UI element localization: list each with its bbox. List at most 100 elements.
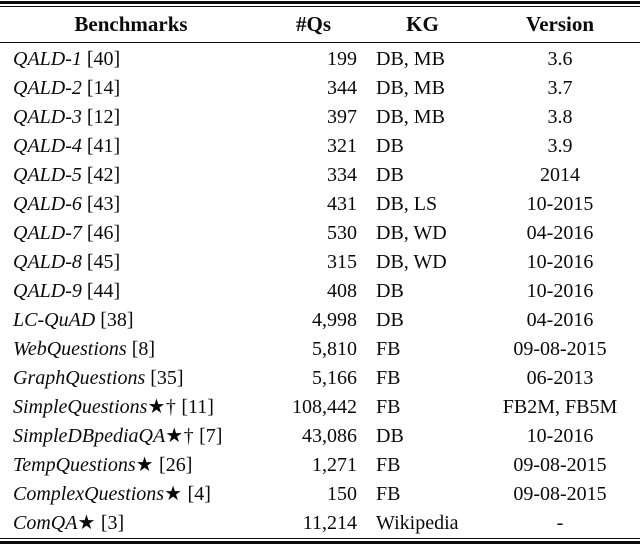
kg-cell: FB	[376, 454, 401, 476]
qs-cell: 431	[327, 193, 357, 215]
kg-cell: DB	[376, 280, 404, 302]
column-header-qs: #Qs	[262, 7, 365, 43]
version-cell: 09-08-2015	[513, 338, 607, 360]
benchmark-name: QALD-9	[13, 280, 82, 302]
qs-cell: 11,214	[302, 512, 357, 534]
benchmark-cell: QALD-4 [41]	[0, 132, 262, 161]
benchmarks-table-inner: Benchmarks #Qs KG Version QALD-1 [40] 199…	[0, 6, 640, 539]
citation-ref: [4]	[187, 483, 211, 505]
table-row: QALD-3 [12] 397 DB, MB 3.8	[0, 103, 640, 132]
kg-cell: DB	[376, 425, 404, 447]
kg-cell: DB, WD	[376, 222, 447, 244]
benchmark-name: QALD-4	[13, 135, 82, 157]
kg-cell: DB, MB	[376, 106, 445, 128]
kg-cell: DB, MB	[376, 77, 445, 99]
benchmark-marks: ★	[164, 483, 183, 505]
qs-cell: 4,998	[312, 309, 357, 331]
benchmark-cell: QALD-7 [46]	[0, 219, 262, 248]
benchmark-cell: LC-QuAD [38]	[0, 306, 262, 335]
qs-cell: 1,271	[312, 454, 357, 476]
benchmark-cell: ComQA★ [3]	[0, 509, 262, 538]
version-cell: 3.7	[547, 77, 573, 99]
citation-ref: [40]	[86, 48, 121, 70]
benchmark-cell: WebQuestions [8]	[0, 335, 262, 364]
citation-ref: [12]	[86, 106, 121, 128]
kg-cell: DB, MB	[376, 48, 445, 70]
benchmark-cell: QALD-2 [14]	[0, 74, 262, 103]
qs-cell: 199	[327, 48, 357, 70]
citation-ref: [38]	[100, 309, 134, 331]
benchmark-cell: SimpleDBpediaQA★† [7]	[0, 422, 262, 451]
citation-ref: [42]	[86, 164, 121, 186]
table-row: QALD-4 [41] 321 DB 3.9	[0, 132, 640, 161]
benchmark-cell: QALD-9 [44]	[0, 277, 262, 306]
citation-ref: [26]	[159, 454, 193, 476]
version-cell: 10-2015	[526, 193, 594, 215]
kg-cell: DB, WD	[376, 251, 447, 273]
benchmark-cell: SimpleQuestions★† [11]	[0, 393, 262, 422]
kg-cell: DB	[376, 164, 404, 186]
benchmark-name: WebQuestions	[13, 338, 127, 360]
qs-cell: 334	[327, 164, 357, 186]
benchmark-marks: ★†	[147, 396, 177, 418]
benchmark-name: QALD-8	[13, 251, 82, 273]
benchmark-cell: QALD-1 [40]	[0, 43, 262, 75]
benchmark-cell: QALD-5 [42]	[0, 161, 262, 190]
kg-cell: FB	[376, 483, 401, 505]
citation-ref: [46]	[86, 222, 121, 244]
version-cell: 09-08-2015	[513, 454, 607, 476]
qs-cell: 5,166	[312, 367, 357, 389]
table-row: ComQA★ [3] 11,214 Wikipedia -	[0, 509, 640, 538]
version-cell: -	[556, 512, 564, 534]
citation-ref: [43]	[86, 193, 121, 215]
table-row: QALD-6 [43] 431 DB, LS 10-2015	[0, 190, 640, 219]
version-cell: 10-2016	[526, 425, 594, 447]
version-cell: 10-2016	[526, 280, 594, 302]
citation-ref: [11]	[181, 396, 214, 418]
qs-cell: 397	[327, 106, 357, 128]
benchmarks-table: Benchmarks #Qs KG Version QALD-1 [40] 199…	[0, 7, 640, 538]
benchmark-name: QALD-6	[13, 193, 82, 215]
citation-ref: [45]	[86, 251, 121, 273]
benchmark-cell: QALD-8 [45]	[0, 248, 262, 277]
citation-ref: [14]	[86, 77, 121, 99]
qs-cell: 315	[327, 251, 357, 273]
version-cell: 3.8	[547, 106, 573, 128]
table-row: QALD-8 [45] 315 DB, WD 10-2016	[0, 248, 640, 277]
kg-cell: Wikipedia	[376, 512, 459, 534]
version-cell: 2014	[540, 164, 580, 186]
benchmark-marks: ★†	[165, 425, 195, 447]
kg-cell: FB	[376, 396, 401, 418]
kg-cell: FB	[376, 367, 401, 389]
benchmark-cell: ComplexQuestions★ [4]	[0, 480, 262, 509]
header-row: Benchmarks #Qs KG Version	[0, 7, 640, 43]
version-cell: FB2M, FB5M	[502, 396, 618, 418]
table-row: QALD-2 [14] 344 DB, MB 3.7	[0, 74, 640, 103]
column-header-version: Version	[480, 7, 640, 43]
kg-cell: DB	[376, 135, 404, 157]
benchmark-name: QALD-2	[13, 77, 82, 99]
citation-ref: [3]	[100, 512, 125, 534]
table-row: QALD-9 [44] 408 DB 10-2016	[0, 277, 640, 306]
kg-cell: DB, LS	[376, 193, 438, 215]
qs-cell: 408	[327, 280, 357, 302]
table-body: QALD-1 [40] 199 DB, MB 3.6 QALD-2 [14] 344 DB,…	[0, 43, 640, 539]
qs-cell: 108,442	[292, 396, 357, 418]
benchmark-name: TempQuestions	[13, 454, 136, 476]
benchmark-cell: QALD-3 [12]	[0, 103, 262, 132]
benchmark-marks: ★	[77, 512, 96, 534]
kg-cell: DB	[376, 309, 404, 331]
table-row: QALD-1 [40] 199 DB, MB 3.6	[0, 43, 640, 75]
benchmark-name: SimpleDBpediaQA	[13, 425, 166, 447]
table-row: SimpleQuestions★† [11] 108,442 FB FB2M, FB5…	[0, 393, 640, 422]
table-row: GraphQuestions [35] 5,166 FB 06-2013	[0, 364, 640, 393]
benchmark-name: QALD-5	[13, 164, 82, 186]
table-row: ComplexQuestions★ [4] 150 FB 09-08-2015	[0, 480, 640, 509]
version-cell: 10-2016	[526, 251, 594, 273]
version-cell: 09-08-2015	[513, 483, 607, 505]
table-row: TempQuestions★ [26] 1,271 FB 09-08-2015	[0, 451, 640, 480]
benchmark-name: SimpleQuestions	[13, 396, 148, 418]
qs-cell: 344	[327, 77, 357, 99]
citation-ref: [8]	[131, 338, 156, 360]
